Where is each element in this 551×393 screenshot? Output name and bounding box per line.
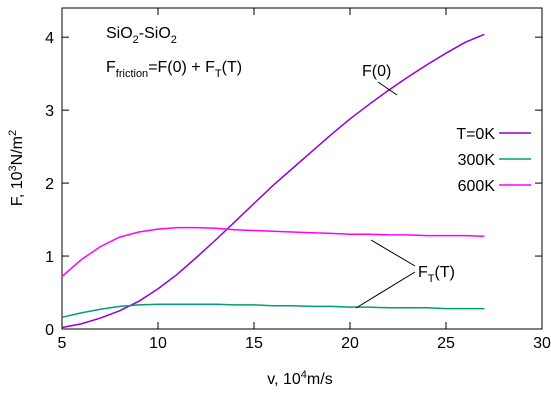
f0-pointer (377, 81, 398, 96)
y-tick-label: 4 (45, 30, 54, 47)
series-line-300k (61, 303, 485, 319)
series-line-600k (61, 226, 485, 278)
legend: T=0K 300K 600K (456, 126, 531, 195)
legend-label: 600K (458, 178, 496, 195)
x-tick-label: 20 (341, 335, 359, 352)
x-tick-label: 30 (533, 335, 551, 352)
y-axis-label: F, 103N/m2 (7, 130, 26, 206)
legend-label: T=0K (456, 126, 495, 143)
x-tick-label: 25 (437, 335, 455, 352)
x-axis-label: v, 104m/s (267, 369, 332, 388)
f0-label: F(0) (362, 63, 391, 80)
x-tick-label: 5 (58, 335, 67, 352)
ft-label: FT(T) (418, 264, 455, 285)
y-tick-label: 2 (45, 176, 54, 193)
x-tick-label: 15 (245, 335, 263, 352)
series-line-t-0k (61, 33, 485, 329)
series-lines (61, 33, 485, 329)
y-tick-label: 1 (45, 249, 54, 266)
formula-label: Ffriction=F(0) + FT(T) (106, 59, 242, 80)
ft-pointer-upper (370, 239, 416, 267)
plot-frame (61, 7, 543, 330)
legend-label: 300K (458, 152, 496, 169)
ft-pointer-lower (355, 271, 416, 309)
y-tick-label: 3 (45, 103, 54, 120)
material-label: SiO2-SiO2 (106, 25, 177, 46)
y-tick-label: 0 (45, 322, 54, 339)
x-tick-label: 10 (149, 335, 167, 352)
axis-ticks: 5 10 15 20 25 30 0 1 2 3 4 (45, 8, 551, 352)
